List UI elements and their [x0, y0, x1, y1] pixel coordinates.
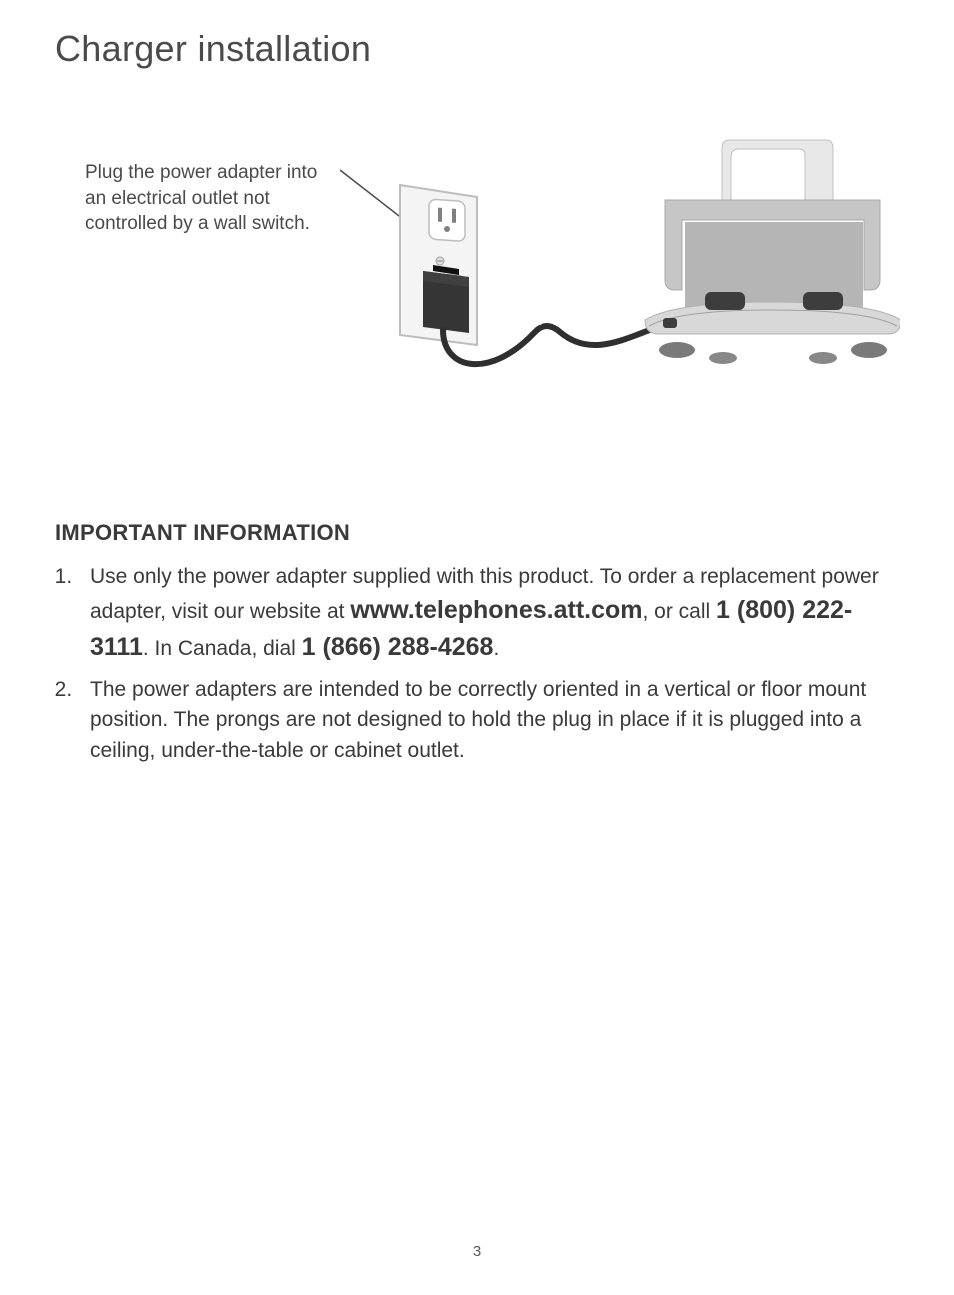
- diagram-area: Plug the power adapter into an electrica…: [55, 130, 899, 430]
- manual-page: Charger installation Plug the power adap…: [0, 0, 954, 1295]
- charger-diagram-icon: [340, 130, 900, 410]
- list-item-text: The power adapters are intended to be co…: [90, 678, 866, 762]
- charger-base-icon: [645, 140, 900, 364]
- callout-text: Plug the power adapter into an electrica…: [85, 160, 335, 237]
- phone-ca-text: 1 (866) 288-4268: [302, 633, 494, 661]
- list-item: The power adapters are intended to be co…: [78, 675, 899, 766]
- list-item-text: .: [493, 637, 499, 660]
- page-number: 3: [0, 1243, 954, 1260]
- wall-outlet-icon: [400, 185, 477, 345]
- important-info-list: Use only the power adapter supplied with…: [55, 562, 899, 766]
- list-item-text: . In Canada, dial: [143, 637, 302, 660]
- section-heading: IMPORTANT INFORMATION: [55, 520, 899, 546]
- list-item: Use only the power adapter supplied with…: [78, 562, 899, 665]
- page-title: Charger installation: [55, 28, 899, 70]
- website-text: www.telephones.att.com: [350, 596, 642, 624]
- list-item-text: , or call: [643, 600, 717, 623]
